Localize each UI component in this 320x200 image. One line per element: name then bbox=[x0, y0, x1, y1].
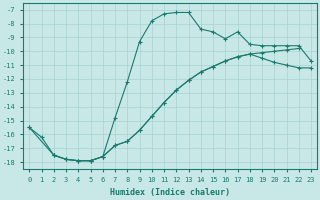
X-axis label: Humidex (Indice chaleur): Humidex (Indice chaleur) bbox=[110, 188, 230, 197]
